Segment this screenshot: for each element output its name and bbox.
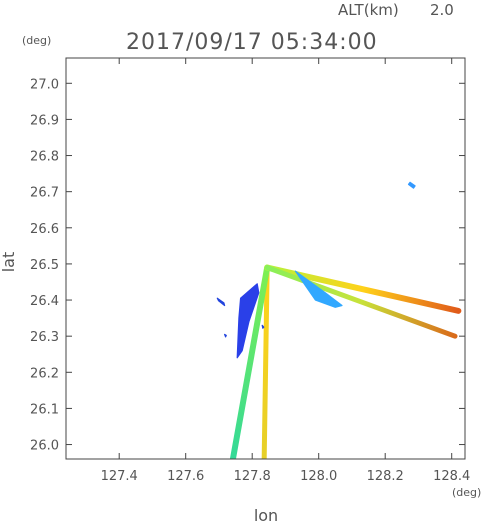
y-tick-label: 26.8	[30, 150, 59, 165]
x-tick-label: 128.2	[367, 469, 404, 484]
chart-title: 2017/09/17 05:34:00	[126, 30, 378, 55]
altitude-value: 2.0	[430, 1, 454, 19]
x-tick-label: 127.4	[101, 469, 138, 484]
x-tick-label: 127.6	[167, 469, 204, 484]
plot-content	[216, 181, 462, 459]
y-tick-label: 26.0	[30, 439, 59, 454]
x-axis-label: lon	[254, 506, 278, 521]
radar-spoke	[264, 265, 458, 339]
axis-ticks: 26.0 26.1 26.2 26.3 26.4 26.5 26.6 26.7 26.8 26.9…	[30, 58, 470, 484]
echo-patch	[407, 181, 416, 189]
echo-patch	[224, 333, 227, 338]
y-tick-label: 26.1	[30, 402, 59, 417]
echo-patch	[216, 297, 226, 307]
x-tick-label: 127.8	[234, 469, 271, 484]
y-tick-label: 26.9	[30, 113, 59, 128]
y-unit-label: (deg)	[22, 34, 51, 47]
y-axis-label: lat	[0, 252, 18, 273]
y-tick-label: 26.2	[30, 366, 59, 381]
y-tick-label: 26.5	[30, 258, 59, 273]
y-tick-label: 26.3	[30, 330, 59, 345]
plot-frame	[65, 57, 466, 460]
y-tick-label: 26.6	[30, 222, 59, 237]
x-tick-label: 128.4	[433, 469, 470, 484]
radar-spoke	[261, 265, 270, 459]
altitude-label: ALT(km)	[338, 1, 399, 19]
y-tick-label: 26.7	[30, 186, 59, 201]
echo-patch	[236, 283, 260, 359]
radar-spoke	[229, 264, 271, 459]
x-tick-label: 128.0	[300, 469, 337, 484]
echo-patch	[294, 270, 343, 308]
y-tick-label: 27.0	[30, 77, 59, 92]
y-tick-label: 26.4	[30, 294, 59, 309]
echo-patch	[261, 324, 265, 329]
x-unit-label: (deg)	[452, 486, 481, 499]
